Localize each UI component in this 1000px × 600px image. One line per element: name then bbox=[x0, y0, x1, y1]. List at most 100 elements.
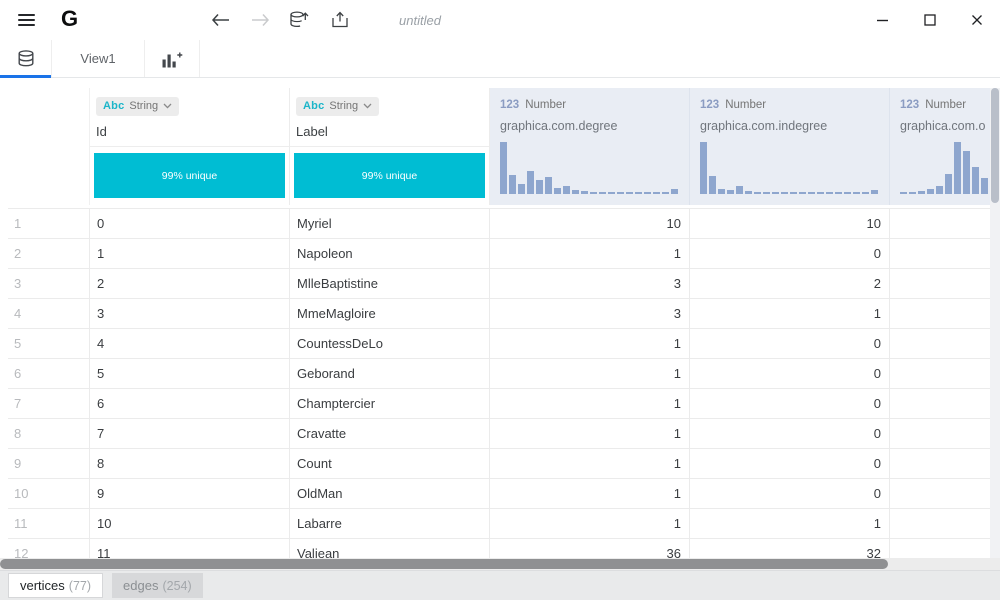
cell-id[interactable]: 10 bbox=[90, 509, 290, 538]
menu-icon[interactable] bbox=[18, 14, 35, 29]
tab-data-table[interactable] bbox=[0, 40, 52, 78]
cell-id[interactable]: 11 bbox=[90, 539, 290, 558]
row-number[interactable]: 8 bbox=[8, 419, 90, 448]
column-histogram[interactable] bbox=[900, 138, 999, 194]
cell-outdegree[interactable] bbox=[890, 419, 1000, 448]
cell-degree[interactable]: 36 bbox=[490, 539, 690, 558]
cell-label[interactable]: Geborand bbox=[290, 359, 490, 388]
column-header-graphica-com-degree[interactable]: 123 Number graphica.com.degree bbox=[490, 88, 690, 205]
cell-id[interactable]: 1 bbox=[90, 239, 290, 268]
row-number[interactable]: 4 bbox=[8, 299, 90, 328]
cell-degree[interactable]: 1 bbox=[490, 479, 690, 508]
cell-indegree[interactable]: 10 bbox=[690, 209, 890, 238]
cell-outdegree[interactable] bbox=[890, 359, 1000, 388]
column-header-label[interactable]: Abc String Label 99% unique bbox=[290, 88, 490, 205]
cell-outdegree[interactable] bbox=[890, 509, 1000, 538]
cell-label[interactable]: Myriel bbox=[290, 209, 490, 238]
vertical-scrollbar[interactable] bbox=[990, 88, 1000, 558]
cell-indegree[interactable]: 0 bbox=[690, 449, 890, 478]
cell-degree[interactable]: 1 bbox=[490, 449, 690, 478]
cell-outdegree[interactable] bbox=[890, 269, 1000, 298]
import-data-icon[interactable] bbox=[289, 10, 309, 34]
row-number[interactable]: 1 bbox=[8, 209, 90, 238]
row-number[interactable]: 7 bbox=[8, 389, 90, 418]
cell-indegree[interactable]: 0 bbox=[690, 359, 890, 388]
forward-arrow-icon[interactable] bbox=[251, 13, 270, 32]
minimize-button[interactable] bbox=[859, 0, 906, 40]
cell-outdegree[interactable] bbox=[890, 239, 1000, 268]
cell-id[interactable]: 3 bbox=[90, 299, 290, 328]
row-number[interactable]: 3 bbox=[8, 269, 90, 298]
cell-indegree[interactable]: 0 bbox=[690, 329, 890, 358]
row-number[interactable]: 11 bbox=[8, 509, 90, 538]
cell-label[interactable]: Valjean bbox=[290, 539, 490, 558]
cell-label[interactable]: Count bbox=[290, 449, 490, 478]
cell-outdegree[interactable] bbox=[890, 299, 1000, 328]
cell-id[interactable]: 2 bbox=[90, 269, 290, 298]
cell-label[interactable]: CountessDeLo bbox=[290, 329, 490, 358]
export-icon[interactable] bbox=[331, 11, 349, 34]
row-number[interactable]: 2 bbox=[8, 239, 90, 268]
cell-outdegree[interactable] bbox=[890, 479, 1000, 508]
cell-label[interactable]: Napoleon bbox=[290, 239, 490, 268]
cell-degree[interactable]: 1 bbox=[490, 389, 690, 418]
row-number[interactable]: 10 bbox=[8, 479, 90, 508]
cell-indegree[interactable]: 1 bbox=[690, 509, 890, 538]
column-header-graphica-com-o[interactable]: 123 Number graphica.com.o bbox=[890, 88, 1000, 205]
row-number[interactable]: 5 bbox=[8, 329, 90, 358]
vertical-scrollbar-thumb[interactable] bbox=[991, 88, 999, 203]
cell-indegree[interactable]: 32 bbox=[690, 539, 890, 558]
cell-id[interactable]: 0 bbox=[90, 209, 290, 238]
cell-label[interactable]: MmeMagloire bbox=[290, 299, 490, 328]
cell-id[interactable]: 4 bbox=[90, 329, 290, 358]
cell-degree[interactable]: 3 bbox=[490, 269, 690, 298]
cell-outdegree[interactable] bbox=[890, 329, 1000, 358]
cell-label[interactable]: Cravatte bbox=[290, 419, 490, 448]
tab-view1[interactable]: View1 bbox=[52, 40, 145, 77]
cell-outdegree[interactable] bbox=[890, 539, 1000, 558]
column-histogram[interactable] bbox=[500, 138, 689, 194]
row-number[interactable]: 6 bbox=[8, 359, 90, 388]
row-number[interactable]: 9 bbox=[8, 449, 90, 478]
column-type-dropdown[interactable]: Abc String bbox=[296, 97, 380, 116]
column-histogram[interactable] bbox=[700, 138, 889, 194]
horizontal-scrollbar[interactable] bbox=[0, 558, 1000, 570]
cell-degree[interactable]: 1 bbox=[490, 419, 690, 448]
cell-outdegree[interactable] bbox=[890, 389, 1000, 418]
document-title[interactable]: untitled bbox=[399, 13, 441, 28]
cell-degree[interactable]: 10 bbox=[490, 209, 690, 238]
cell-degree[interactable]: 1 bbox=[490, 239, 690, 268]
sheet-tab-vertices[interactable]: vertices (77) bbox=[8, 573, 104, 598]
cell-outdegree[interactable] bbox=[890, 209, 1000, 238]
cell-degree[interactable]: 3 bbox=[490, 299, 690, 328]
cell-indegree[interactable]: 0 bbox=[690, 239, 890, 268]
column-type-dropdown[interactable]: Abc String bbox=[96, 97, 180, 116]
column-header-graphica-com-indegree[interactable]: 123 Number graphica.com.indegree bbox=[690, 88, 890, 205]
cell-id[interactable]: 8 bbox=[90, 449, 290, 478]
back-arrow-icon[interactable] bbox=[211, 13, 230, 32]
cell-id[interactable]: 6 bbox=[90, 389, 290, 418]
close-button[interactable] bbox=[953, 0, 1000, 40]
cell-indegree[interactable]: 0 bbox=[690, 389, 890, 418]
cell-label[interactable]: Champtercier bbox=[290, 389, 490, 418]
column-header-id[interactable]: Abc String Id 99% unique bbox=[90, 88, 290, 205]
cell-label[interactable]: OldMan bbox=[290, 479, 490, 508]
cell-degree[interactable]: 1 bbox=[490, 509, 690, 538]
cell-indegree[interactable]: 0 bbox=[690, 419, 890, 448]
cell-degree[interactable]: 1 bbox=[490, 359, 690, 388]
cell-label[interactable]: Labarre bbox=[290, 509, 490, 538]
horizontal-scrollbar-thumb[interactable] bbox=[0, 559, 888, 569]
maximize-button[interactable] bbox=[906, 0, 953, 40]
cell-indegree[interactable]: 2 bbox=[690, 269, 890, 298]
tab-new-chart[interactable] bbox=[145, 40, 200, 77]
sheet-tab-edges[interactable]: edges (254) bbox=[112, 573, 203, 598]
cell-outdegree[interactable] bbox=[890, 449, 1000, 478]
row-number[interactable]: 12 bbox=[8, 539, 90, 558]
cell-degree[interactable]: 1 bbox=[490, 329, 690, 358]
cell-label[interactable]: MlleBaptistine bbox=[290, 269, 490, 298]
cell-indegree[interactable]: 1 bbox=[690, 299, 890, 328]
cell-id[interactable]: 5 bbox=[90, 359, 290, 388]
cell-indegree[interactable]: 0 bbox=[690, 479, 890, 508]
cell-id[interactable]: 9 bbox=[90, 479, 290, 508]
cell-id[interactable]: 7 bbox=[90, 419, 290, 448]
